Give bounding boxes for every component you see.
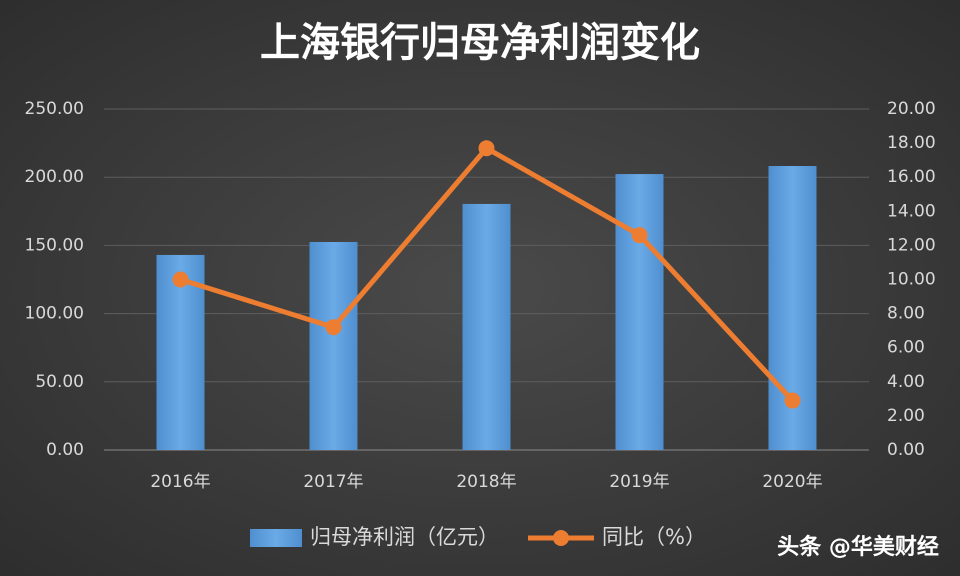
x-tick-label: 2019年 <box>609 472 669 492</box>
chart-title: 上海银行归母净利润变化 <box>260 19 700 66</box>
legend-swatch-point <box>553 530 569 546</box>
y2-tick-label: 14.00 <box>887 201 936 221</box>
x-tick-label: 2020年 <box>762 472 822 492</box>
y-tick-label: 250.00 <box>25 99 84 119</box>
legend-label: 归母净利润（亿元） <box>310 525 499 549</box>
y2-tick-label: 12.00 <box>887 235 936 255</box>
y2-tick-label: 20.00 <box>887 99 936 119</box>
line-point <box>631 227 648 244</box>
y2-tick-label: 16.00 <box>887 167 936 187</box>
y-tick-label: 100.00 <box>25 304 84 324</box>
x-tick-label: 2018年 <box>456 472 516 492</box>
line-point <box>784 392 801 409</box>
line-point <box>325 319 342 336</box>
legend-label: 同比（%） <box>602 525 706 549</box>
bar <box>309 241 358 450</box>
y-tick-label: 150.00 <box>25 235 84 255</box>
y-tick-label: 50.00 <box>35 372 84 392</box>
y2-tick-label: 2.00 <box>887 406 925 426</box>
y2-tick-label: 10.00 <box>887 270 936 290</box>
y2-tick-label: 6.00 <box>887 338 925 358</box>
bar <box>615 174 664 450</box>
legend-swatch <box>250 529 302 547</box>
y2-tick-label: 4.00 <box>887 372 925 392</box>
x-tick-label: 2016年 <box>150 472 210 492</box>
x-tick-label: 2017年 <box>303 472 363 492</box>
watermark: 头条 @华美财经 <box>777 534 939 560</box>
y2-tick-label: 8.00 <box>887 304 925 324</box>
y2-tick-label: 0.00 <box>887 440 925 460</box>
y-tick-label: 200.00 <box>25 167 84 187</box>
line-point <box>478 140 495 157</box>
line-point <box>172 271 189 288</box>
y-tick-label: 0.00 <box>46 440 84 460</box>
y2-tick-label: 18.00 <box>887 133 936 153</box>
bar <box>462 203 511 450</box>
